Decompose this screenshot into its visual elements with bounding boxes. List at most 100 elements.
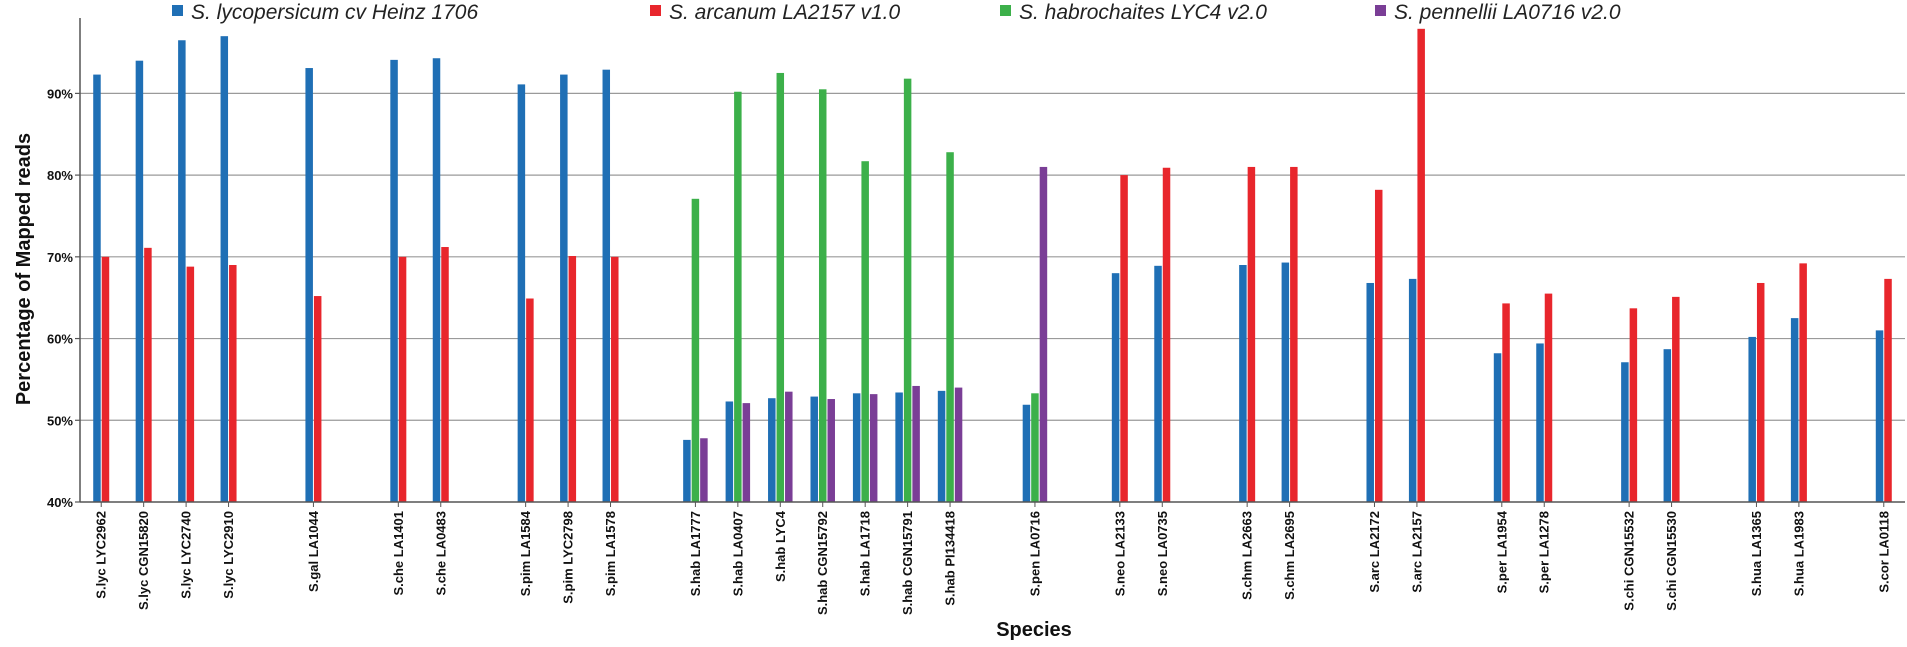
bar (101, 256, 110, 502)
x-tick-label: S.gal LA1044 (306, 510, 321, 592)
grid-lines (80, 92, 1905, 421)
x-tick-label: S.per LA1278 (1537, 511, 1552, 593)
bar (220, 36, 229, 502)
x-tick-label: S.hab LA1718 (858, 511, 873, 596)
bar (734, 91, 742, 503)
y-tick-labels: 40% 50% 60% 70% 80% 90% (47, 86, 80, 510)
x-tick-label: S.arc LA2157 (1409, 511, 1424, 593)
legend-label: S. lycopersicum cv Heinz 1706 (191, 1, 478, 24)
bar (1366, 282, 1374, 502)
axes (79, 18, 1905, 503)
bar (1120, 175, 1128, 502)
bar (1536, 343, 1544, 502)
x-tick-label: S.che LA1401 (391, 511, 406, 596)
bar (1154, 265, 1162, 502)
bar (810, 396, 818, 502)
bar (1290, 166, 1298, 502)
bar (946, 152, 954, 502)
bar (861, 161, 869, 503)
bar (229, 265, 237, 502)
y-tick-label: 50% (47, 413, 73, 428)
legend-label: S. arcanum LA2157 v1.0 (669, 1, 900, 24)
y-tick-label: 70% (47, 250, 73, 265)
bar (1239, 265, 1247, 502)
bar (1629, 308, 1638, 502)
legend-swatch (650, 5, 661, 16)
bar (398, 256, 407, 502)
bar (135, 60, 144, 502)
legend-label: S. pennellii LA0716 v2.0 (1394, 1, 1621, 24)
x-tick-label: S.hua LA1983 (1791, 511, 1806, 596)
bar (441, 247, 449, 502)
bar (785, 391, 793, 502)
y-tick-label: 60% (47, 332, 73, 347)
bar (305, 68, 313, 502)
bar (1756, 282, 1765, 502)
bar (313, 296, 322, 502)
legend-swatch (1000, 5, 1011, 16)
x-tick-label: S.chi CGN15530 (1664, 511, 1679, 611)
bar (954, 387, 963, 502)
bar (1022, 404, 1031, 502)
bar (1162, 167, 1171, 502)
bar (683, 439, 691, 502)
bar (1875, 330, 1884, 502)
bar (818, 89, 827, 503)
bar (1417, 28, 1425, 503)
bar (742, 403, 751, 502)
y-tick-label: 40% (47, 495, 73, 510)
bar (903, 78, 912, 502)
bar (1039, 166, 1048, 502)
bar (432, 58, 441, 503)
y-tick-label: 90% (47, 86, 73, 101)
x-tick-label: S.pim LA1584 (518, 510, 533, 596)
bar (1031, 393, 1039, 502)
x-tick-label: S.lyc LYC2962 (94, 511, 109, 599)
x-tick-label: S.arc LA2172 (1367, 511, 1382, 593)
bar (1502, 303, 1510, 502)
bar (1884, 278, 1892, 502)
bar (1374, 189, 1383, 503)
x-tick-labels: S.lyc LYC2962 S.lyc CGN15820 S.lyc LYC2740… (94, 502, 1891, 615)
bar (827, 399, 835, 502)
bar (526, 298, 534, 502)
bar (611, 256, 619, 502)
bar (186, 266, 195, 502)
x-tick-label: S.lyc LYC2740 (179, 511, 194, 599)
legend-label: S. habrochaites LYC4 v2.0 (1019, 1, 1267, 24)
legend: S. lycopersicum cv Heinz 1706 S. arcanum … (172, 1, 1621, 24)
x-tick-label: S.hab CGN15792 (815, 511, 830, 615)
x-tick-label: S.chm LA2663 (1240, 511, 1255, 600)
x-tick-label: S.pen LA0716 (1027, 511, 1042, 596)
bar (700, 438, 708, 502)
bar (912, 385, 920, 502)
x-tick-label: S.hab LYC4 (773, 510, 788, 582)
bar (1663, 349, 1672, 502)
x-tick-label: S.per LA1954 (1494, 510, 1509, 593)
x-axis-title: Species (996, 619, 1072, 641)
bar (776, 72, 785, 502)
bar (144, 247, 152, 502)
legend-swatch (1375, 5, 1386, 16)
x-tick-label: S.hab LA1777 (688, 511, 703, 596)
bar (1281, 262, 1290, 502)
bar (725, 401, 734, 502)
bar (602, 69, 611, 502)
x-tick-label: S.chm LA2695 (1282, 511, 1297, 600)
bar (1790, 318, 1799, 502)
bars (93, 28, 1892, 503)
x-tick-label: S.hab PI134418 (943, 511, 958, 606)
bar (560, 74, 568, 502)
bar (691, 198, 700, 502)
bar (178, 40, 186, 503)
bar (93, 74, 101, 502)
x-tick-label: S.hab CGN15791 (900, 511, 915, 615)
x-tick-label: S.pim LA1578 (603, 511, 618, 596)
x-tick-label: S.lyc CGN15820 (136, 511, 151, 610)
x-tick-label: S.lyc LYC2910 (221, 511, 236, 599)
bar (1544, 293, 1553, 502)
bar (852, 393, 861, 502)
bar (390, 59, 398, 503)
